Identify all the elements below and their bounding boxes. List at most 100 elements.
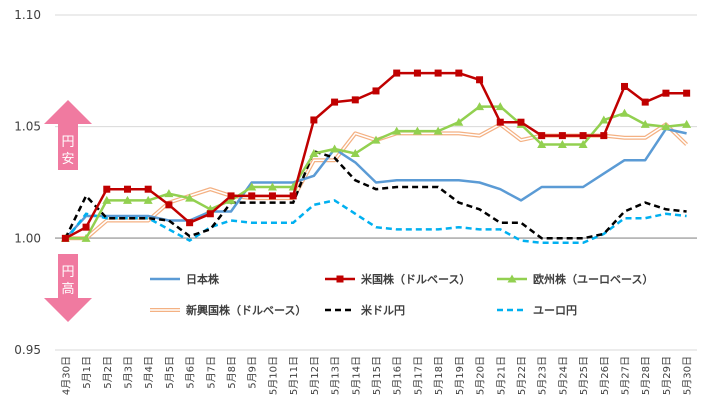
yen-weak-label-2: 安: [61, 152, 74, 167]
data-point-square: [351, 96, 359, 104]
data-point-square: [331, 98, 339, 106]
data-point-square: [455, 69, 463, 77]
x-tick-label: 5月17日: [412, 356, 424, 395]
data-point-triangle: [495, 102, 505, 111]
data-point-square: [103, 185, 111, 193]
data-point-square: [227, 192, 235, 200]
x-tick-label: 5月26日: [599, 356, 611, 395]
data-point-triangle: [392, 126, 402, 135]
x-tick-label: 5月6日: [185, 356, 197, 389]
y-tick-label: 1.00: [14, 231, 41, 245]
x-tick-label: 5月14日: [350, 356, 362, 395]
data-point-triangle: [557, 140, 567, 149]
data-point-square: [268, 192, 276, 200]
data-point-triangle: [164, 189, 174, 198]
data-point-square: [434, 69, 442, 77]
x-tick-label: 5月22日: [516, 356, 528, 395]
legend-label: ユーロ円: [533, 304, 577, 317]
yen-strong-label-1: 円: [61, 265, 74, 280]
legend-item: ユーロ円: [497, 304, 577, 317]
data-point-triangle: [102, 195, 112, 204]
x-tick-label: 5月16日: [392, 356, 404, 395]
x-tick-label: 5月8日: [226, 356, 238, 389]
legend-item: 新興国株（ドルベース）: [150, 303, 306, 317]
legend: 日本株 米国株（ドルベース） 欧州株（ユーロベース） 新興国株（ドルベース） 米ドル円 ユ…: [150, 272, 653, 317]
x-tick-label: 5月3日: [122, 356, 134, 389]
data-point-square: [123, 185, 131, 193]
data-point-triangle: [578, 140, 588, 149]
data-point-triangle: [330, 144, 340, 153]
legend-item: 欧州株（ユーロベース）: [497, 272, 653, 286]
down-arrow-icon: [44, 254, 92, 322]
x-tick-label: 5月19日: [454, 356, 466, 395]
yen-strong-label-2: 高: [61, 281, 74, 297]
data-point-triangle: [682, 119, 692, 128]
y-tick-label: 0.95: [14, 343, 41, 357]
data-point-square: [289, 192, 297, 200]
x-tick-label: 5月30日: [682, 356, 694, 395]
x-tick-label: 5月27日: [620, 356, 632, 395]
data-point-square: [641, 98, 649, 106]
data-point-square: [517, 118, 525, 126]
x-tick-label: 5月4日: [143, 356, 155, 389]
x-tick-label: 5月13日: [330, 356, 342, 395]
x-tick-label: 5月7日: [205, 356, 217, 389]
data-point-square: [61, 234, 69, 242]
data-point-square: [393, 69, 401, 77]
x-tick-label: 5月28日: [640, 356, 652, 395]
data-point-triangle: [122, 195, 132, 204]
legend-item: 米国株（ドルベース）: [325, 272, 470, 286]
yen-weak-label-1: 円: [61, 135, 74, 150]
data-point-triangle: [433, 126, 443, 135]
data-point-triangle: [81, 233, 91, 242]
data-point-square: [186, 219, 194, 227]
data-point-triangle: [620, 108, 630, 117]
x-tick-label: 5月20日: [475, 356, 487, 395]
data-point-square: [683, 89, 691, 97]
data-point-square: [413, 69, 421, 77]
x-tick-label: 5月5日: [164, 356, 176, 389]
yen-weak-arrow: 円 安: [44, 100, 92, 170]
legend-marker: [336, 275, 344, 283]
data-point-triangle: [350, 148, 360, 157]
data-point-triangle: [640, 119, 650, 128]
x-tick-label: 5月1日: [81, 356, 93, 389]
legend-label: 欧州株（ユーロベース）: [533, 272, 653, 286]
legend-label: 新興国株（ドルベース）: [186, 303, 306, 317]
legend-item: 米ドル円: [325, 303, 405, 317]
x-tick-label: 5月10日: [267, 356, 279, 395]
data-point-triangle: [537, 140, 547, 149]
up-arrow-icon: [44, 100, 92, 170]
data-point-square: [82, 223, 90, 231]
x-tick-label: 5月21日: [495, 356, 507, 395]
series-line: [64, 127, 687, 240]
data-point-triangle: [143, 195, 153, 204]
data-point-square: [558, 132, 566, 140]
data-point-triangle: [247, 182, 257, 191]
x-tick-label: 5月11日: [288, 356, 300, 395]
x-tick-label: 5月12日: [309, 356, 321, 395]
data-point-triangle: [661, 122, 671, 131]
y-tick-label: 1.10: [14, 8, 41, 22]
data-point-square: [621, 82, 629, 90]
x-tick-label: 5月9日: [247, 356, 259, 389]
legend-label: 米ドル円: [360, 303, 405, 317]
legend-label: 日本株: [186, 272, 220, 286]
data-point-triangle: [371, 135, 381, 144]
data-point-triangle: [185, 193, 195, 202]
series-lines: [60, 69, 692, 245]
x-tick-label: 5月25日: [578, 356, 590, 395]
series-line: [64, 199, 687, 245]
legend-item: 日本株: [150, 272, 220, 286]
legend-marker: [507, 274, 517, 283]
y-tick-label: 1.05: [14, 120, 41, 134]
x-tick-label: 5月24日: [557, 356, 569, 395]
data-point-triangle: [599, 115, 609, 124]
legend-label: 米国株（ドルベース）: [360, 272, 470, 286]
x-tick-label: 5月23日: [537, 356, 549, 395]
data-point-square: [476, 76, 484, 84]
data-point-square: [496, 118, 504, 126]
data-point-square: [662, 89, 670, 97]
x-tick-label: 5月29日: [661, 356, 673, 395]
